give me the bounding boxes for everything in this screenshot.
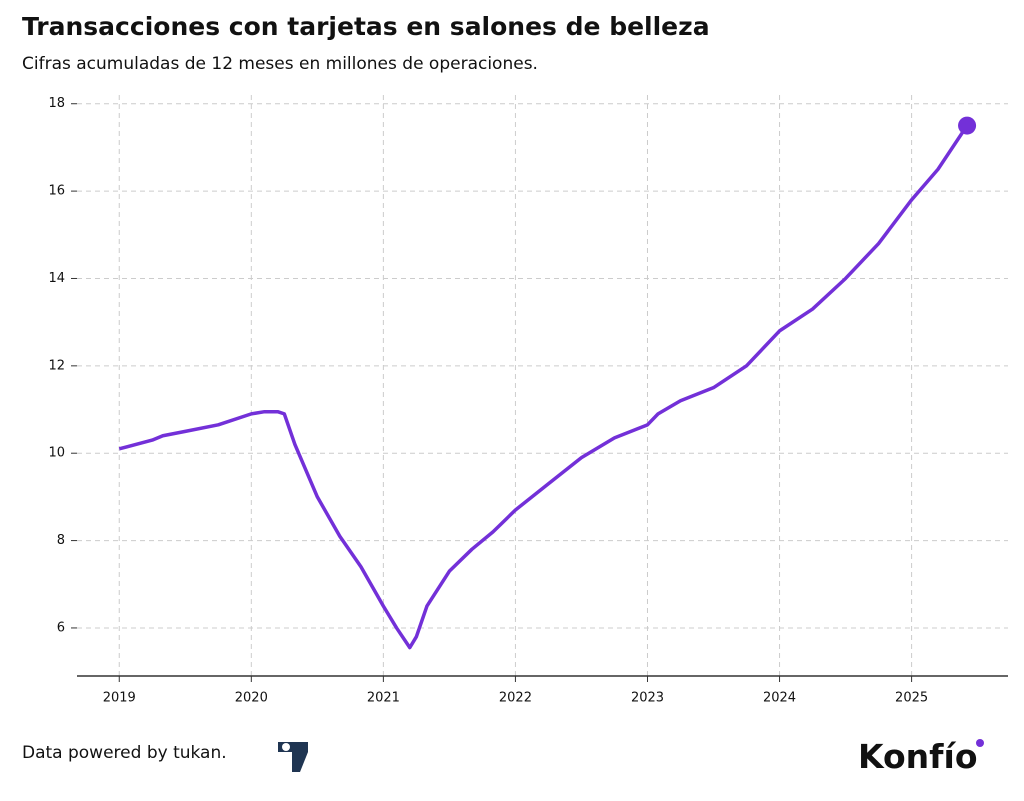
x-tick-label: 2019 <box>103 691 136 706</box>
x-tick-label: 2023 <box>631 691 664 706</box>
x-tick-label: 2022 <box>499 691 532 706</box>
line-series <box>118 124 969 650</box>
brand-dot <box>976 739 984 747</box>
y-tick-label: 6 <box>57 620 65 635</box>
chart-subtitle: Cifras acumuladas de 12 meses en millone… <box>22 54 538 74</box>
y-tick-label: 10 <box>48 446 65 461</box>
x-tick-label: 2024 <box>763 691 796 706</box>
y-tick-label: 16 <box>48 184 65 199</box>
chart-title: Transacciones con tarjetas en salones de… <box>22 12 710 41</box>
tukan-logo <box>278 742 308 772</box>
brand-logo: Konfío <box>858 737 978 776</box>
y-tick-label: 18 <box>48 96 65 111</box>
y-tick-label: 14 <box>48 271 65 286</box>
x-tick-label: 2020 <box>235 691 268 706</box>
x-tick-label: 2021 <box>367 691 400 706</box>
end-point <box>958 116 977 135</box>
x-tick-label: 2025 <box>895 691 928 706</box>
source-note: Data powered by tukan. <box>22 743 227 763</box>
y-tick-label: 12 <box>48 358 65 373</box>
y-tick-label: 8 <box>57 533 65 548</box>
